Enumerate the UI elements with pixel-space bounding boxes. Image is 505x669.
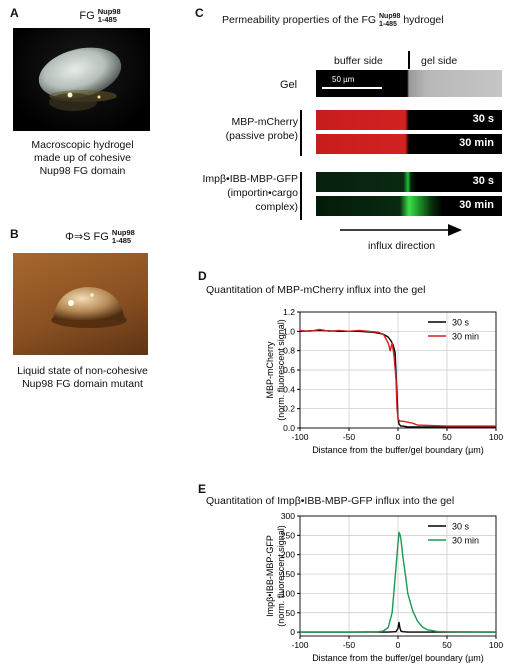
hydrogel-photo bbox=[13, 28, 150, 131]
probe2-name: Impβ•IBB-MBP-GFP bbox=[202, 173, 298, 185]
y-axis-label: Impβ•IBB-MBP-GFP bbox=[265, 535, 275, 617]
y-tick-label: 1.0 bbox=[283, 326, 295, 336]
series-line bbox=[299, 328, 496, 427]
panel-b-title-sub: 1-485 bbox=[111, 236, 132, 245]
x-tick-label: -100 bbox=[291, 432, 308, 442]
panel-b-letter: B bbox=[10, 227, 19, 241]
y-tick-label: 250 bbox=[281, 530, 295, 540]
boundary-marker bbox=[408, 51, 410, 69]
y-axis-label: (norm. fluorescent signal) bbox=[276, 525, 286, 627]
probe2-bracket bbox=[300, 172, 302, 220]
droplet-photo-art bbox=[51, 287, 127, 328]
x-tick-label: 50 bbox=[442, 432, 452, 442]
time-label: 30 s bbox=[472, 113, 494, 125]
time-label: 30 min bbox=[459, 199, 494, 211]
panel-a-title-sub: 1-485 bbox=[97, 15, 117, 24]
y-tick-label: 150 bbox=[281, 569, 295, 579]
gel-image-strip: 50 µm bbox=[316, 70, 502, 97]
panel-a-letter: A bbox=[10, 6, 19, 20]
gfp-30min-strip: 30 min bbox=[316, 196, 502, 216]
gfp-30s-strip: 30 s bbox=[316, 172, 502, 192]
panel-b-title-sup: Nup98 bbox=[111, 228, 135, 237]
mcherry-30s-strip: 30 s bbox=[316, 110, 502, 130]
y-tick-label: 0.4 bbox=[283, 384, 295, 394]
x-tick-label: 100 bbox=[489, 640, 503, 650]
probe1-desc: (passive probe) bbox=[225, 130, 298, 142]
panel-a-title-main: FG bbox=[79, 10, 95, 22]
legend-label: 30 s bbox=[452, 318, 470, 328]
y-tick-label: 200 bbox=[281, 550, 295, 560]
x-tick-label: 0 bbox=[396, 640, 401, 650]
series-line bbox=[300, 621, 496, 633]
panel-a-caption-line: Macroscopic hydrogel bbox=[31, 139, 134, 151]
legend-label: 30 s bbox=[452, 522, 470, 532]
probe1-name: MBP-mCherry bbox=[231, 116, 298, 128]
y-tick-label: 300 bbox=[281, 511, 295, 521]
y-tick-label: 1.2 bbox=[283, 307, 295, 317]
series-line bbox=[299, 329, 496, 428]
y-tick-label: 50 bbox=[286, 608, 296, 618]
legend-label: 30 min bbox=[452, 332, 479, 342]
droplet-photo bbox=[13, 253, 148, 355]
probe2-label: Impβ•IBB-MBP-GFP (importin•cargo complex… bbox=[200, 172, 298, 214]
panel-a-title-sup: Nup98 bbox=[97, 7, 121, 16]
panel-d-title: Quantitation of MBP-mCherry influx into … bbox=[206, 284, 426, 296]
panel-b-caption-line: Nup98 FG domain mutant bbox=[22, 378, 143, 390]
panel-c-title-end: hydrogel bbox=[403, 14, 444, 26]
hydrogel-photo-art bbox=[38, 47, 122, 111]
scale-bar-label: 50 µm bbox=[332, 75, 355, 84]
y-tick-label: 0 bbox=[290, 627, 295, 637]
influx-arrow bbox=[340, 224, 462, 236]
gel-row-label: Gel bbox=[280, 79, 298, 91]
probe2-desc: complex) bbox=[255, 201, 298, 213]
y-tick-label: 0.8 bbox=[283, 346, 295, 356]
legend-label: 30 min bbox=[452, 536, 479, 546]
x-axis-label: Distance from the buffer/gel boundary (µ… bbox=[312, 445, 484, 455]
panel-a-caption: Macroscopic hydrogel made up of cohesive… bbox=[10, 139, 155, 178]
probe1-bracket bbox=[300, 110, 302, 156]
time-label: 30 min bbox=[459, 137, 494, 149]
x-tick-label: -100 bbox=[291, 640, 308, 650]
panel-b-title: Φ⇒S FG Nup98 1-485 bbox=[40, 229, 160, 245]
x-axis-label: Distance from the buffer/gel boundary (µ… bbox=[312, 653, 484, 663]
panel-a-caption-line: made up of cohesive bbox=[34, 152, 131, 164]
y-tick-label: 0.6 bbox=[283, 365, 295, 375]
y-axis-label: MBP-mCherry bbox=[265, 341, 275, 399]
panel-c-title-main: Permeability properties of the FG bbox=[222, 14, 377, 26]
gel-side-label: gel side bbox=[421, 55, 458, 67]
panel-c-title: Permeability properties of the FG Nup98 … bbox=[222, 13, 444, 29]
panel-c-title-sup: Nup98 bbox=[379, 13, 401, 20]
panel-b-caption-line: Liquid state of non-cohesive bbox=[17, 365, 148, 377]
panel-d-letter: D bbox=[198, 269, 207, 283]
panel-b-caption: Liquid state of non-cohesive Nup98 FG do… bbox=[5, 365, 160, 391]
panel-a-title: FG Nup98 1-485 bbox=[40, 8, 160, 24]
panel-e-title: Quantitation of Impβ•IBB-MBP-GFP influx … bbox=[206, 495, 455, 507]
panel-b-title-main: Φ⇒S FG bbox=[65, 231, 109, 243]
x-tick-label: -50 bbox=[343, 432, 356, 442]
gfp-influx-chart: -100 -50 0 50 100 0 50 100 150 200 250 300 Distance … bbox=[265, 511, 503, 663]
panel-c-letter: C bbox=[195, 6, 204, 20]
time-label: 30 s bbox=[472, 175, 494, 187]
influx-label: influx direction bbox=[368, 240, 436, 252]
x-tick-label: 100 bbox=[489, 432, 503, 442]
x-tick-label: 0 bbox=[396, 432, 401, 442]
y-tick-label: 0.2 bbox=[283, 404, 295, 414]
mcherry-influx-chart: -100 -50 0 50 100 0.0 0.2 0.4 0.6 0.8 1.0 1.2 Distan… bbox=[265, 307, 503, 455]
mcherry-30min-strip: 30 min bbox=[316, 134, 502, 154]
panel-c-title-sub: 1-485 bbox=[379, 21, 397, 28]
y-tick-label: 100 bbox=[281, 588, 295, 598]
y-axis-label: (norm. fluorescent signal) bbox=[276, 319, 286, 421]
x-tick-label: 50 bbox=[442, 640, 452, 650]
scale-bar bbox=[322, 87, 382, 89]
probe2-desc: (importin•cargo bbox=[227, 187, 298, 199]
series-line bbox=[300, 531, 497, 633]
probe1-label: MBP-mCherry (passive probe) bbox=[220, 115, 298, 143]
x-tick-label: -50 bbox=[343, 640, 356, 650]
y-tick-label: 0.0 bbox=[283, 423, 295, 433]
buffer-side-label: buffer side bbox=[334, 55, 383, 67]
panel-e-letter: E bbox=[198, 482, 207, 496]
panel-a-caption-line: Nup98 FG domain bbox=[39, 165, 126, 177]
